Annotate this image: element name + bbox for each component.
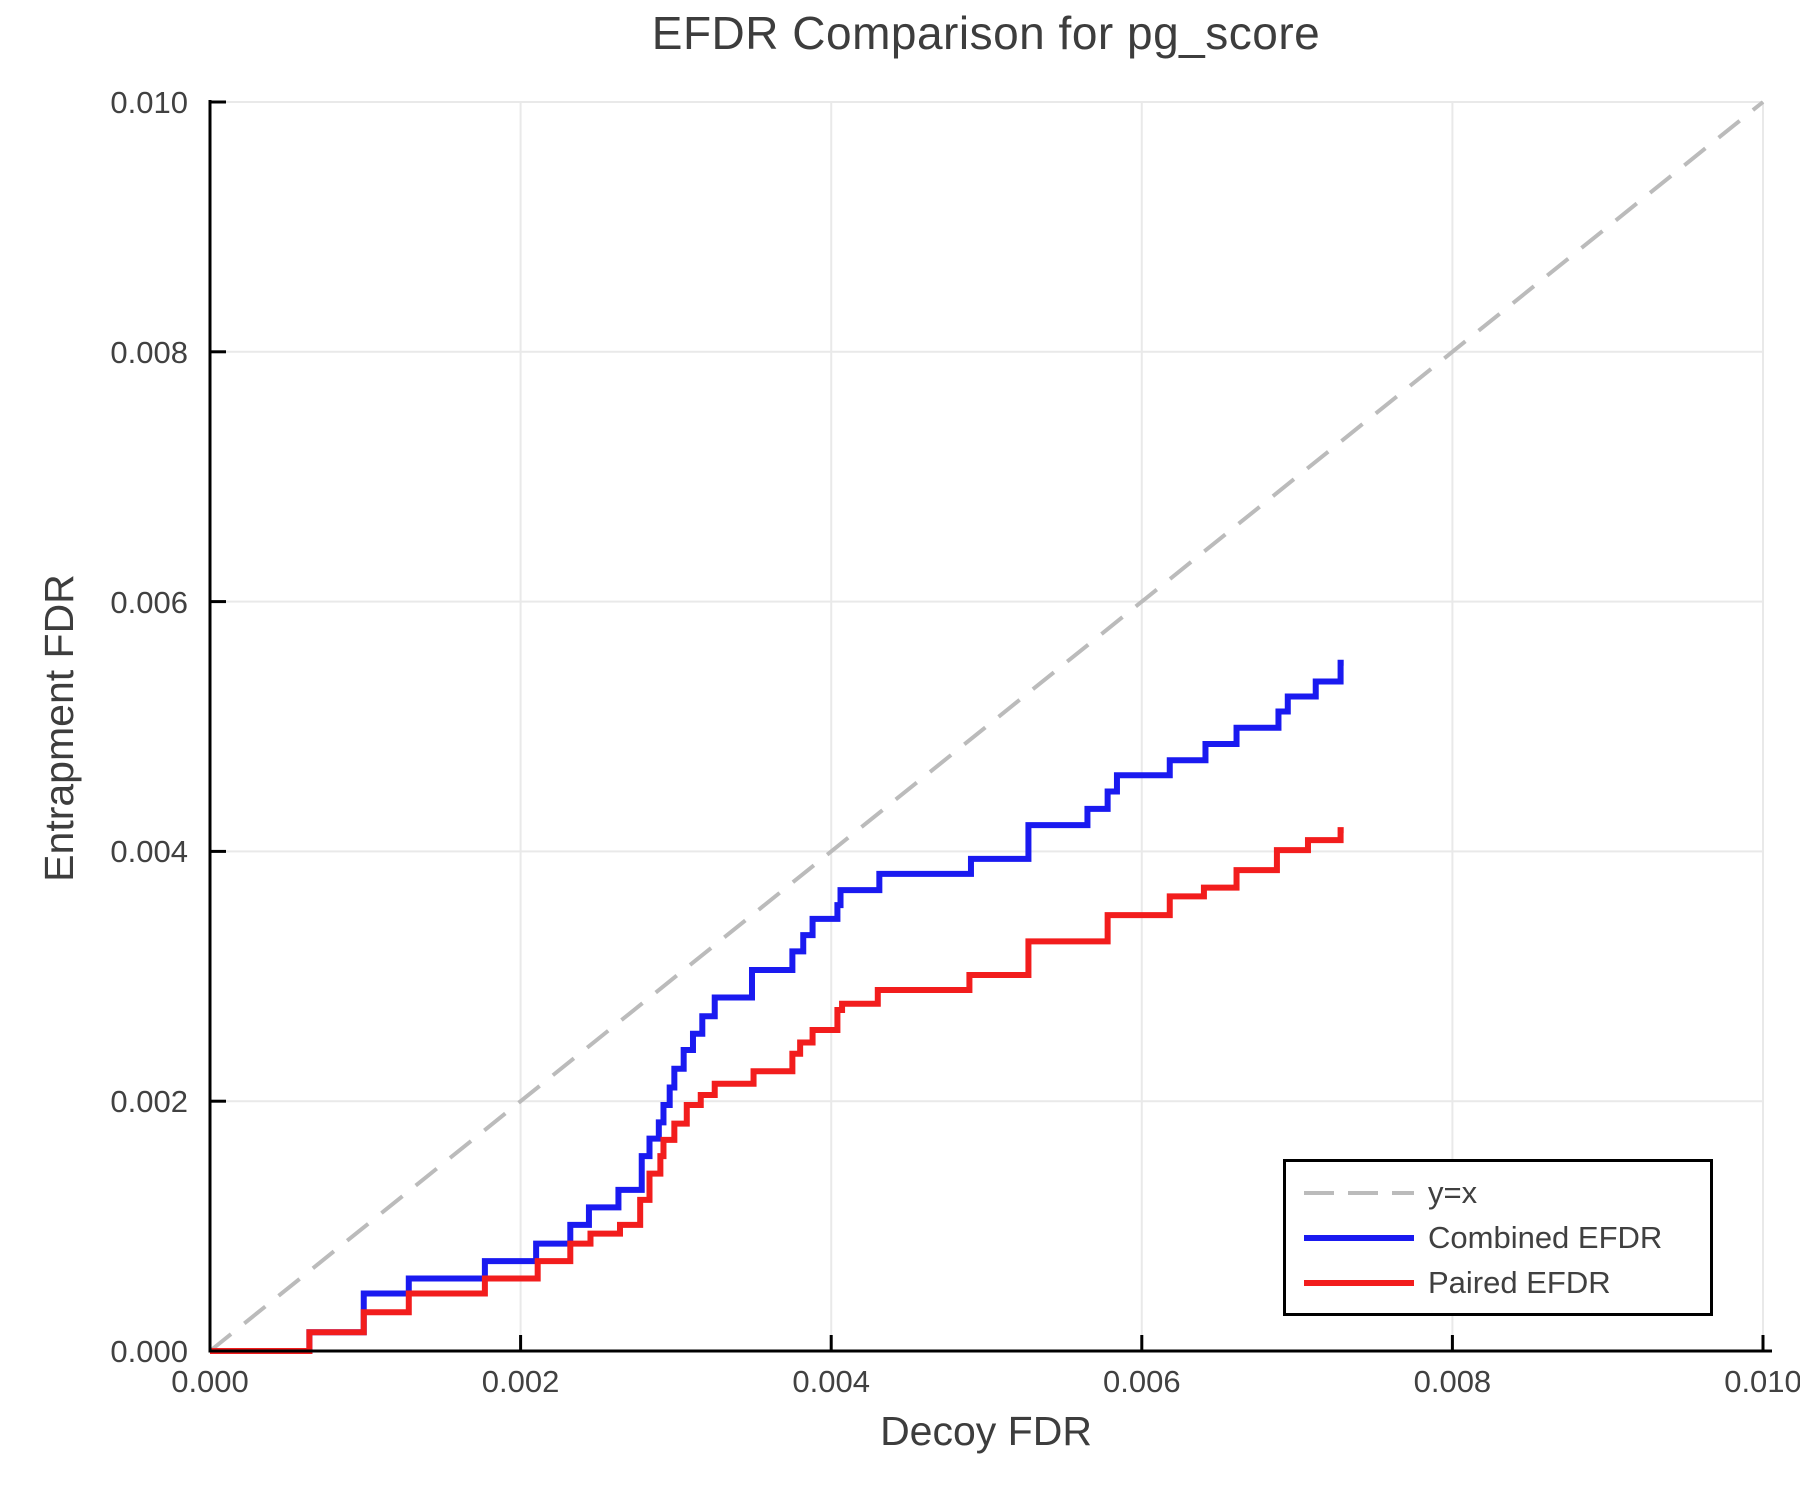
x-tick-label: 0.000 [171,1364,249,1399]
legend-sample-dashed-line [1304,1190,1414,1195]
axes-spines-and-ticks [208,100,1772,1353]
y-tick-label: 0.008 [110,334,188,370]
series-lines [208,100,1765,1354]
y-axis-label: Entrapment FDR [36,574,82,882]
x-tick-label: 0.010 [1724,1364,1800,1399]
legend-entry-yx: y=x [1304,1175,1710,1211]
legend-label: Combined EFDR [1428,1219,1663,1255]
series-combined-efdr-line [210,659,1344,1354]
x-tick-label: 0.006 [1103,1364,1181,1399]
chart-title: EFDR Comparison for pg_score [651,7,1321,59]
legend-entry-paired-efdr: Paired EFDR [1304,1265,1710,1301]
legend-label: y=x [1428,1174,1478,1210]
y-tick-label: 0.000 [110,1334,188,1369]
legend: y=x Combined EFDR Paired EFDR [1283,1159,1713,1316]
x-tick-label: 0.008 [1413,1364,1492,1399]
series-paired-efdr-line [210,827,1344,1354]
y-tick-label: 0.004 [110,834,188,870]
y-tick-label: 0.010 [110,85,188,120]
y-tick-label: 0.002 [110,1084,188,1120]
reference-line-y-equals-x [208,100,1765,1353]
y-tick-label: 0.006 [110,584,188,620]
legend-entry-combined-efdr: Combined EFDR [1304,1220,1710,1256]
legend-sample-paired-line [1304,1279,1414,1286]
legend-sample-combined-line [1304,1234,1414,1241]
x-tick-label: 0.004 [792,1364,870,1399]
x-tick-label: 0.002 [481,1364,560,1399]
legend-label: Paired EFDR [1428,1264,1611,1300]
x-axis-label: Decoy FDR [880,1408,1092,1454]
